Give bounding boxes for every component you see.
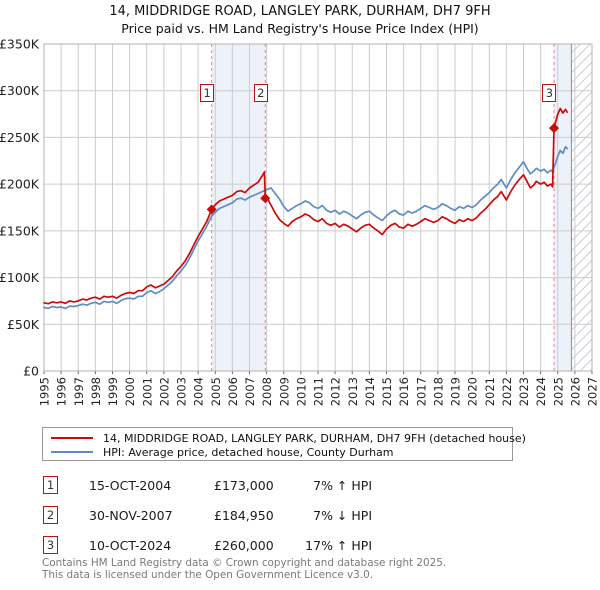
svg-text:2018: 2018: [431, 377, 445, 406]
license-note: Contains HM Land Registry data © Crown c…: [42, 557, 447, 581]
svg-text:£350K: £350K: [0, 37, 40, 52]
svg-text:2001: 2001: [140, 377, 154, 406]
sale-price: £184,950: [214, 508, 274, 523]
svg-text:2004: 2004: [192, 377, 206, 406]
sale-price: £260,000: [214, 538, 274, 553]
sale-period-band: [553, 44, 572, 371]
svg-text:£100K: £100K: [0, 270, 40, 285]
sale-date: 30-NOV-2007: [89, 508, 173, 523]
svg-text:1997: 1997: [72, 377, 86, 406]
svg-text:2027: 2027: [586, 377, 600, 406]
svg-text:£250K: £250K: [0, 130, 40, 145]
page-subtitle: Price paid vs. HM Land Registry's House …: [121, 21, 479, 36]
svg-text:2005: 2005: [209, 377, 223, 406]
sale-hpi-delta: 17% ↑ HPI: [305, 538, 372, 553]
sale-marker-label-2: 2: [253, 84, 268, 102]
hpi-line: [43, 145, 569, 310]
svg-text:2012: 2012: [329, 377, 343, 406]
sale-hpi-delta: 7% ↓ HPI: [313, 508, 372, 523]
svg-text:2021: 2021: [483, 377, 497, 406]
svg-text:2016: 2016: [397, 377, 411, 406]
sale-date: 15-OCT-2004: [89, 478, 172, 493]
svg-text:£150K: £150K: [0, 223, 40, 238]
svg-text:1999: 1999: [106, 377, 120, 406]
svg-text:2002: 2002: [157, 377, 171, 406]
sale-price: £173,000: [214, 478, 274, 493]
svg-text:2024: 2024: [534, 377, 548, 406]
svg-text:2022: 2022: [500, 377, 514, 406]
sale-number-badge: 3: [43, 536, 58, 554]
chart-legend: 14, MIDDRIDGE ROAD, LANGLEY PARK, DURHAM…: [42, 427, 526, 461]
legend-label: HPI: Average price, detached house, Coun…: [103, 445, 394, 459]
license-line-1: Contains HM Land Registry data © Crown c…: [42, 557, 447, 569]
svg-text:£0: £0: [23, 364, 39, 379]
svg-text:2014: 2014: [363, 377, 377, 406]
svg-text:2000: 2000: [123, 377, 137, 406]
svg-text:2017: 2017: [414, 377, 428, 406]
table-row: 3 10-OCT-2024 £260,000 17% ↑ HPI: [42, 536, 442, 556]
svg-text:2008: 2008: [260, 377, 274, 406]
svg-text:1996: 1996: [55, 377, 69, 406]
sale-point-marker: [206, 204, 217, 215]
page-title: 14, MIDDRIDGE ROAD, LANGLEY PARK, DURHAM…: [109, 4, 491, 19]
sales-table: 1 15-OCT-2004 £173,000 7% ↑ HPI 2 30-NOV…: [42, 476, 442, 566]
price-line: [43, 107, 569, 305]
svg-text:£200K: £200K: [0, 177, 40, 192]
legend-item-property: 14, MIDDRIDGE ROAD, LANGLEY PARK, DURHAM…: [51, 431, 526, 445]
svg-text:2026: 2026: [568, 377, 582, 406]
svg-text:2020: 2020: [466, 377, 480, 406]
legend-label: 14, MIDDRIDGE ROAD, LANGLEY PARK, DURHAM…: [103, 431, 526, 445]
future-region-hatch: [571, 44, 592, 371]
sale-number-badge: 1: [43, 476, 58, 494]
svg-text:£50K: £50K: [7, 317, 40, 332]
sale-hpi-delta: 7% ↑ HPI: [313, 478, 372, 493]
hpi-line-swatch: [51, 451, 93, 453]
license-line-2: This data is licensed under the Open Gov…: [42, 568, 374, 581]
svg-text:2023: 2023: [517, 377, 531, 406]
sale-point-marker: [548, 123, 559, 134]
table-row: 2 30-NOV-2007 £184,950 7% ↓ HPI: [42, 506, 442, 526]
svg-text:2009: 2009: [277, 377, 291, 406]
svg-text:2013: 2013: [346, 377, 360, 406]
table-row: 1 15-OCT-2004 £173,000 7% ↑ HPI: [42, 476, 442, 496]
svg-text:2003: 2003: [175, 377, 189, 406]
svg-text:1998: 1998: [89, 377, 103, 406]
svg-text:2019: 2019: [449, 377, 463, 406]
sale-number-badge: 2: [43, 506, 58, 524]
sale-date: 10-OCT-2024: [89, 538, 172, 553]
sale-point-marker: [260, 193, 271, 204]
sale-marker-label-3: 3: [542, 84, 557, 102]
svg-text:2007: 2007: [243, 377, 257, 406]
svg-text:2006: 2006: [226, 377, 240, 406]
svg-text:2011: 2011: [312, 377, 326, 406]
svg-text:2025: 2025: [551, 377, 565, 406]
sale-marker-label-1: 1: [200, 84, 215, 102]
property-line-swatch: [51, 437, 93, 439]
svg-text:£300K: £300K: [0, 83, 40, 98]
svg-text:2015: 2015: [380, 377, 394, 406]
legend-item-hpi: HPI: Average price, detached house, Coun…: [51, 445, 512, 459]
svg-text:1995: 1995: [38, 377, 52, 406]
svg-text:2010: 2010: [294, 377, 308, 406]
